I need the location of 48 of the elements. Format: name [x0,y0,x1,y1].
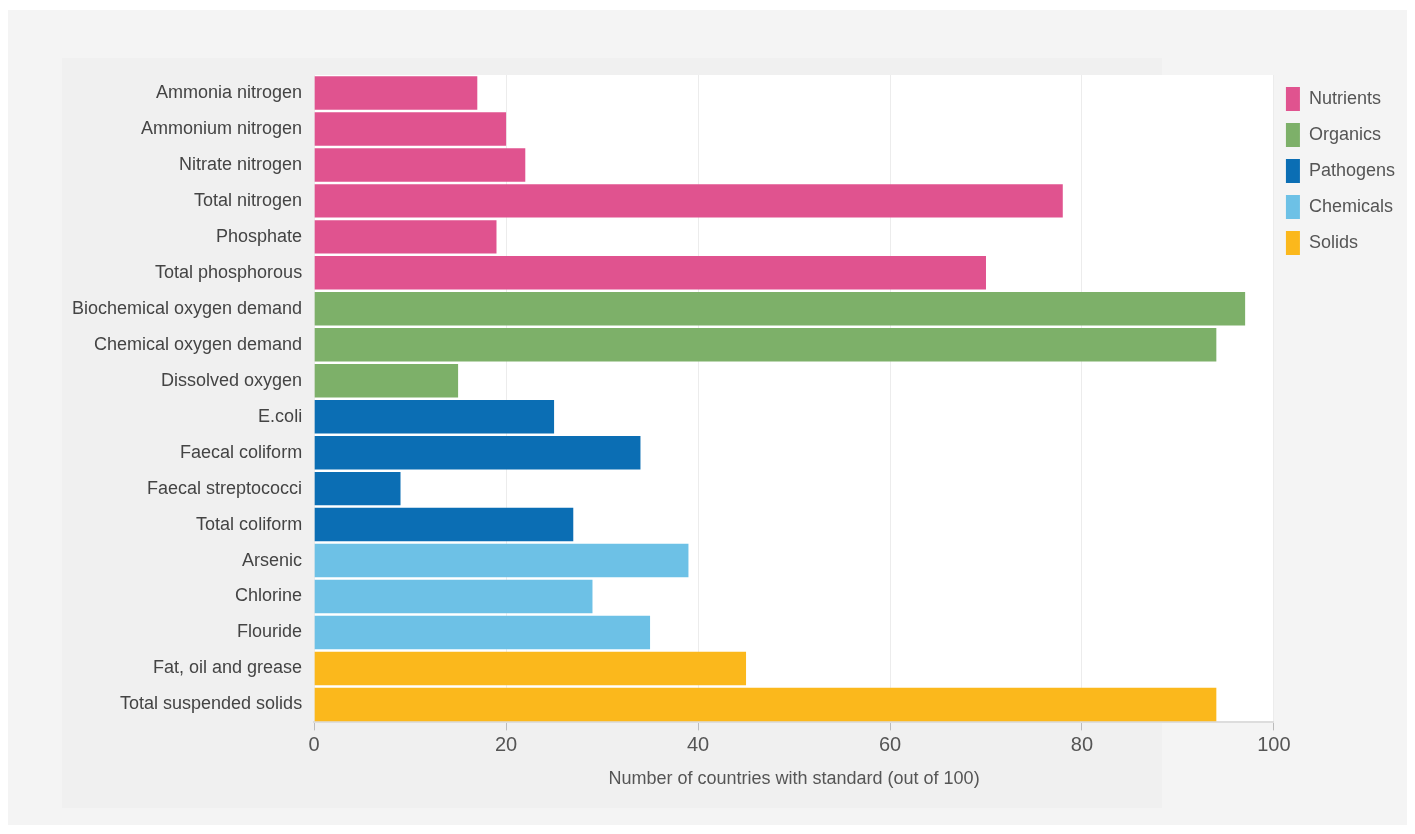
bar [314,507,574,542]
bar [314,220,497,254]
x-tick-label: 60 [878,732,902,755]
bar [314,363,459,398]
bar [314,76,478,110]
bar [314,615,651,650]
y-tick-label: Fat, oil and grease [153,657,303,678]
y-tick-label: Total coliform [196,513,303,534]
bar [314,184,1063,218]
y-tick-label: Total suspended solids [120,693,303,714]
y-tick-label: E.coli [258,405,303,426]
y-tick-label: Biochemical oxygen demand [71,297,303,318]
y-tick-label: Chlorine [235,585,303,606]
y-tick-label: Faecal streptococci [147,477,303,498]
y-tick-label: Ammonia nitrogen [156,81,303,102]
x-axis-title: Number of countries with standard (out of 100) [608,768,980,789]
bar [314,579,593,614]
bar [314,471,401,506]
legend-label: Nutrients [1308,87,1381,108]
y-tick-label: Total nitrogen [194,189,303,210]
bar [314,292,1246,326]
bar [314,399,555,434]
x-tick-label: 0 [308,732,320,755]
legend-label: Pathogens [1308,159,1396,180]
y-tick-label: Arsenic [242,549,303,570]
legend-label: Chemicals [1308,195,1393,216]
x-tick-label: 100 [1257,732,1291,755]
bar [314,435,641,470]
y-tick-label: Chemical oxygen demand [94,333,303,354]
x-tick-label: 80 [1070,732,1094,755]
x-tick-label: 40 [686,732,710,755]
bar [314,112,507,146]
legend-label: Organics [1308,123,1381,144]
y-tick-label: Nitrate nitrogen [179,153,303,174]
x-tick-label: 20 [494,732,518,755]
bar [314,651,747,686]
bar [314,328,1217,362]
bar [314,148,526,182]
y-tick-label: Ammonium nitrogen [141,117,303,138]
y-tick-label: Total phosphorous [155,261,303,282]
y-tick-label: Faecal coliform [180,441,303,462]
bar [314,543,689,578]
legend-label: Solids [1308,231,1358,252]
y-tick-label: Phosphate [216,225,303,246]
bar [314,256,986,290]
y-tick-label: Dissolved oxygen [161,369,303,390]
y-tick-label: Flouride [237,621,303,642]
bar [314,687,1217,722]
